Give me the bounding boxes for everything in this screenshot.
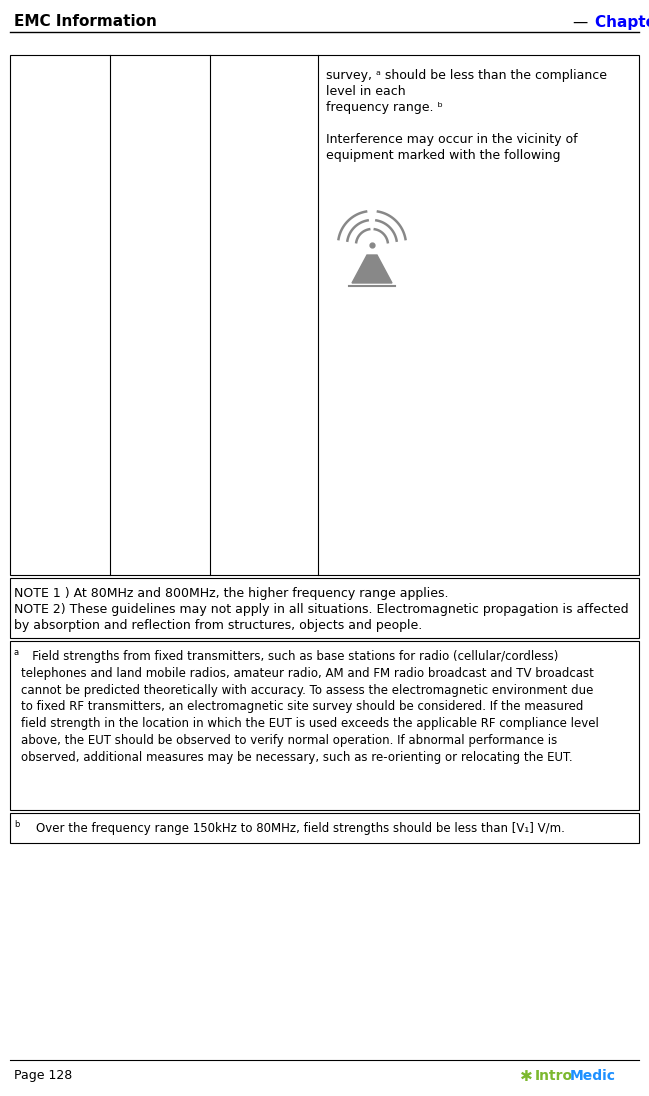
- Text: NOTE 2) These guidelines may not apply in all situations. Electromagnetic propag: NOTE 2) These guidelines may not apply i…: [14, 603, 629, 616]
- Text: Chapter 8: Chapter 8: [595, 14, 649, 30]
- Text: level in each: level in each: [326, 85, 406, 98]
- Text: Over the frequency range 150kHz to 80MHz, field strengths should be less than [V: Over the frequency range 150kHz to 80MHz…: [21, 822, 565, 835]
- Bar: [10, 813, 639, 843]
- Text: Interference may occur in the vicinity of: Interference may occur in the vicinity o…: [326, 133, 578, 146]
- Text: —: —: [572, 14, 587, 30]
- Bar: [10, 578, 639, 638]
- Text: Medic: Medic: [570, 1069, 616, 1083]
- Text: equipment marked with the following: equipment marked with the following: [326, 149, 561, 162]
- Text: Field strengths from fixed transmitters, such as base stations for radio (cellul: Field strengths from fixed transmitters,…: [21, 650, 599, 764]
- Bar: [10, 55, 639, 575]
- Text: Intro: Intro: [535, 1069, 573, 1083]
- Text: a: a: [14, 648, 19, 657]
- Text: survey, ᵃ should be less than the compliance: survey, ᵃ should be less than the compli…: [326, 69, 607, 82]
- Polygon shape: [352, 255, 392, 283]
- Text: EMC Information: EMC Information: [14, 14, 157, 30]
- Text: ✱: ✱: [520, 1069, 533, 1084]
- Text: Page 128: Page 128: [14, 1069, 72, 1082]
- Text: by absorption and reflection from structures, objects and people.: by absorption and reflection from struct…: [14, 619, 422, 632]
- Text: b: b: [14, 820, 19, 829]
- Text: NOTE 1 ) At 80MHz and 800MHz, the higher frequency range applies.: NOTE 1 ) At 80MHz and 800MHz, the higher…: [14, 587, 448, 600]
- Bar: [10, 641, 639, 810]
- Text: frequency range. ᵇ: frequency range. ᵇ: [326, 101, 443, 114]
